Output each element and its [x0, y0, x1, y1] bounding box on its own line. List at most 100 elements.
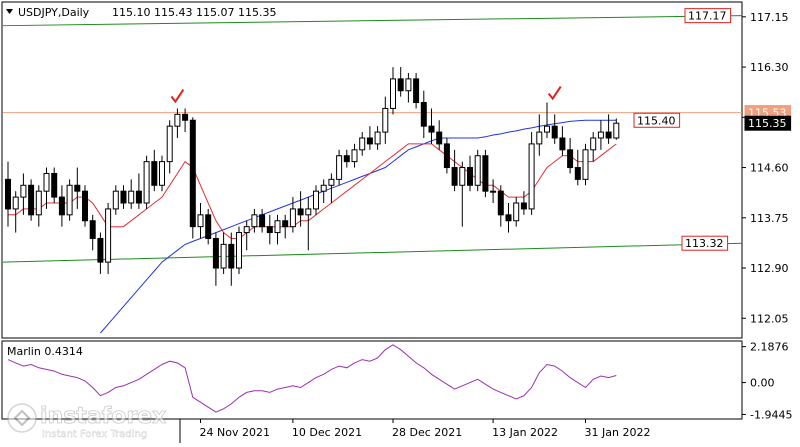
x-tick-label: 24 Nov 2021 [200, 426, 270, 439]
candle-body-bullish [174, 113, 181, 127]
candle [528, 132, 535, 215]
candle [390, 67, 396, 115]
candle-body-bearish [397, 78, 404, 92]
candle [174, 108, 181, 138]
x-tick-label: 10 Dec 2021 [292, 426, 362, 439]
candle-body-bullish [274, 220, 281, 234]
candle [205, 208, 212, 245]
candle [590, 132, 597, 162]
candle-body-bearish [505, 214, 512, 222]
candle-body-bearish [467, 167, 473, 186]
candle [251, 208, 258, 233]
candle-body-bullish [313, 190, 319, 210]
candle-body-bullish [374, 131, 381, 145]
checkmark-annotation-1 [170, 88, 185, 104]
candle [274, 214, 281, 245]
candle-body-bearish [189, 119, 196, 228]
candle-body-bearish [366, 137, 373, 145]
candle [74, 167, 81, 209]
candle [436, 120, 443, 150]
instaforex-tagline: Instant Forex Trading [42, 429, 147, 440]
indicator-title: Marlin 0.4314 [7, 345, 83, 358]
candle-body-bullish [43, 172, 50, 192]
candle [259, 208, 266, 233]
candle-body-bullish [112, 190, 119, 210]
instaforex-logo: instaforex Instant Forex Trading [7, 403, 167, 440]
candle [43, 167, 50, 209]
candle [497, 185, 504, 227]
candle-body-bearish [82, 190, 88, 222]
y-tick-label: 113.75 [750, 212, 789, 225]
candle [82, 185, 88, 227]
candle-body-bearish [567, 149, 574, 169]
candle [567, 137, 574, 174]
candle-body-bullish [143, 161, 150, 204]
candle [66, 179, 73, 221]
candle [366, 126, 373, 150]
candle [397, 67, 404, 97]
candle-body-bearish [5, 178, 11, 210]
candle-body-bullish [20, 184, 27, 198]
candle-body-bearish [51, 172, 58, 198]
candle [320, 179, 327, 204]
candle [105, 203, 112, 274]
indicator-panel-frame [1, 340, 743, 420]
candle-body-bullish [390, 78, 396, 109]
symbol-dropdown-icon[interactable] [6, 9, 13, 14]
candle-body-bullish [128, 190, 135, 204]
candle [459, 161, 466, 227]
osc-y-tick-label: -1.9445 [750, 408, 792, 421]
candle [605, 114, 612, 144]
osc-y-tick-label: 2.1876 [750, 341, 789, 354]
candle-body-bearish [451, 167, 458, 186]
candle [359, 132, 366, 156]
slow-moving-average-line [100, 119, 617, 334]
candle-body-bullish [474, 155, 481, 186]
candle [120, 185, 127, 209]
candle [266, 214, 273, 245]
candle-body-bullish [159, 161, 165, 186]
trendline-2 [2, 242, 743, 263]
y-tick-label: 112.05 [750, 312, 789, 325]
level-label-115-40-text: 115.40 [637, 114, 676, 127]
candle-body-bullish [405, 78, 412, 92]
candle [12, 191, 19, 233]
candle-body-bearish [182, 113, 189, 121]
candle [135, 173, 142, 209]
candle-body-bearish [520, 202, 527, 210]
checkmark-annotation-2 [547, 86, 562, 101]
candle-body-bearish [205, 214, 212, 239]
candle [336, 149, 343, 186]
candle [212, 232, 219, 286]
level-label-113-32: 113.32 [681, 235, 729, 251]
candle [428, 108, 435, 144]
candle [405, 72, 412, 103]
candle-body-bullish [243, 226, 250, 234]
candle [159, 155, 165, 192]
candle [382, 96, 389, 144]
candle [166, 120, 173, 174]
candle-body-bearish [120, 190, 127, 204]
candle-body-bullish [12, 196, 19, 210]
chart-symbol-title: USDJPY,Daily [18, 6, 90, 19]
candle-body-bearish [436, 131, 443, 145]
candle [343, 149, 350, 168]
candle [5, 161, 11, 227]
level-label-113-32-box [681, 235, 729, 251]
candle [490, 179, 497, 204]
candle-body-bullish [382, 107, 389, 133]
candle-body-bearish [74, 184, 81, 192]
trendline-1 [2, 15, 743, 27]
candle-body-bearish [428, 125, 435, 133]
candle [513, 197, 520, 227]
instaforex-logo-mark [13, 409, 31, 427]
candle [58, 185, 65, 227]
candle-body-bearish [482, 155, 489, 192]
candle-body-bullish [544, 125, 550, 133]
candle [520, 191, 527, 215]
level-label-117-17: 117.17 [684, 8, 732, 24]
candle [536, 114, 543, 156]
candle [413, 72, 420, 109]
candle-body-bearish [559, 137, 566, 151]
